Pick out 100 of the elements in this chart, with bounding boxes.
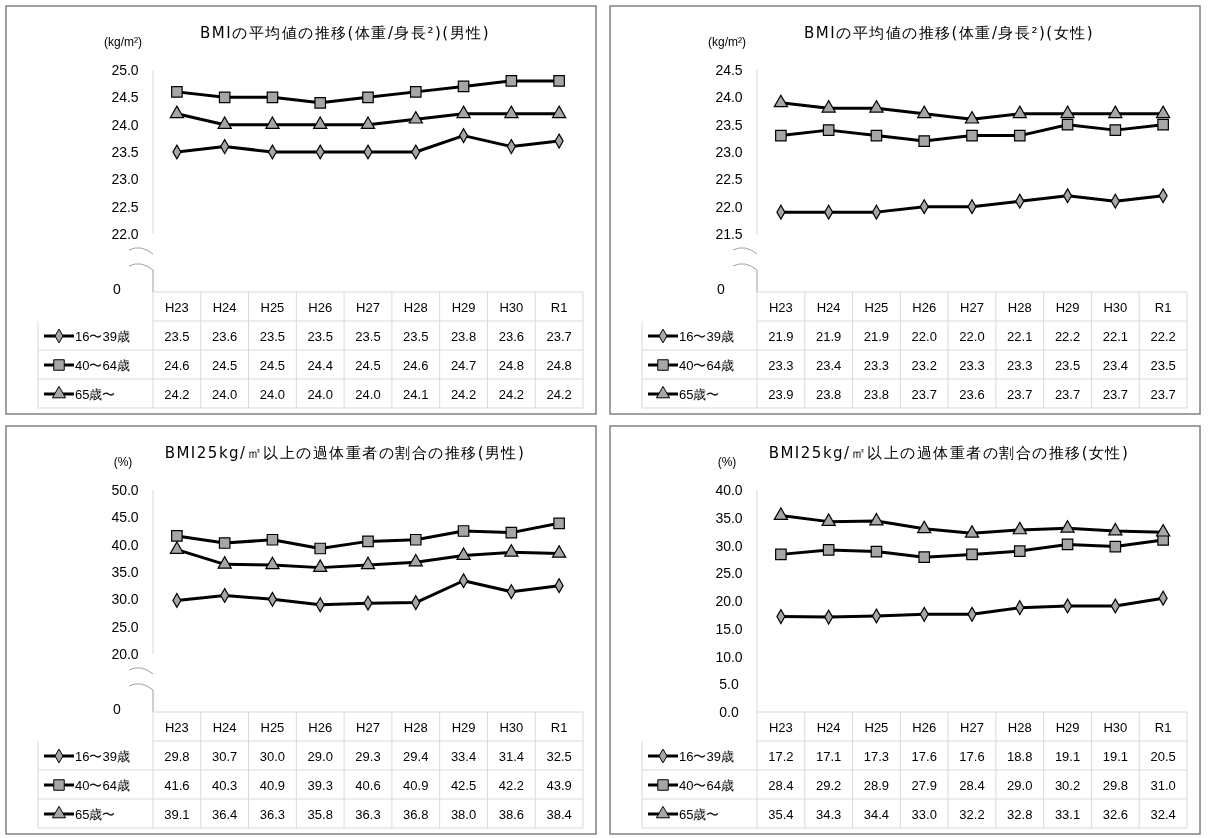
point [917, 520, 932, 534]
data-label: 29.3 [355, 749, 381, 764]
y-tick-label: 25.0 [715, 565, 743, 582]
x-tick-label: H27 [960, 720, 984, 735]
point [553, 517, 565, 530]
data-label: 23.3 [1007, 358, 1033, 373]
point [409, 533, 422, 546]
point [171, 86, 183, 98]
data-label: 30.7 [212, 749, 238, 764]
y-tick-label: 21.5 [715, 226, 743, 242]
point [869, 100, 884, 113]
legend-label: 40〜64歳 [679, 358, 734, 373]
point [918, 551, 931, 563]
legend-label: 40〜64歳 [75, 358, 130, 373]
x-tick-label: H23 [164, 300, 189, 315]
point [408, 111, 423, 124]
data-label: 23.6 [959, 387, 985, 402]
data-label: 23.3 [959, 358, 985, 373]
data-label: 23.5 [355, 329, 381, 344]
data-label: 23.5 [164, 329, 190, 344]
data-label: 42.2 [498, 778, 524, 793]
point [360, 116, 376, 130]
point [217, 556, 232, 569]
y-axis-title: (%) [113, 455, 133, 469]
point [870, 129, 883, 142]
data-label: 38.0 [450, 807, 477, 822]
point [266, 91, 279, 104]
y-tick-label: 22.5 [715, 171, 743, 188]
data-label: 22.2 [1150, 329, 1176, 344]
data-label: 24.0 [212, 387, 238, 402]
data-label: 24.0 [307, 387, 333, 402]
y-tick-label: 20.0 [715, 593, 743, 609]
y-tick-label: 0.0 [719, 704, 739, 720]
data-label: 21.9 [863, 329, 890, 344]
data-label: 36.3 [259, 807, 286, 822]
data-label: 29.8 [1102, 778, 1128, 793]
data-label: 22.0 [959, 329, 985, 344]
data-label: 17.6 [911, 749, 937, 764]
x-tick-label: H28 [1007, 300, 1032, 315]
data-label: 32.5 [546, 749, 572, 764]
y-tick-label: 22.0 [111, 226, 139, 242]
text: 0 [717, 281, 726, 297]
data-label: 24.0 [259, 387, 286, 402]
data-label: 23.4 [816, 358, 842, 373]
point [265, 556, 280, 570]
x-tick-label: H23 [164, 720, 189, 735]
y-tick-label: 22.0 [715, 198, 743, 215]
point [169, 105, 185, 119]
x-tick-label: H26 [912, 300, 937, 315]
y-tick-label: 23.0 [715, 144, 743, 160]
data-label: 24.5 [212, 358, 238, 373]
y-tick-label: 23.5 [715, 116, 743, 133]
point [1061, 118, 1074, 131]
data-label: 34.4 [863, 807, 890, 822]
point [1155, 105, 1171, 119]
data-label: 19.1 [1054, 749, 1081, 764]
point [966, 129, 978, 142]
data-label: 24.7 [450, 358, 477, 373]
point [314, 542, 327, 555]
point [551, 105, 567, 119]
point [169, 541, 185, 554]
y-tick-label: 30.0 [715, 537, 743, 554]
data-label: 23.8 [450, 329, 477, 344]
y-tick-label: 25.0 [111, 618, 139, 635]
data-label: 23.4 [1102, 358, 1128, 373]
y-tick-label: 45.0 [111, 509, 139, 526]
legend-label: 65歳〜 [679, 807, 720, 822]
x-tick-label: H30 [1103, 720, 1128, 735]
data-label: 38.4 [546, 807, 572, 822]
x-tick-label: H24 [212, 300, 237, 315]
x-tick-label: H27 [960, 300, 984, 315]
point [1155, 523, 1171, 537]
data-label: 24.8 [546, 358, 572, 373]
data-label: 33.4 [450, 749, 477, 764]
point [218, 91, 231, 104]
data-label: 24.2 [498, 387, 524, 402]
legend-label: 16〜39歳 [75, 749, 130, 764]
data-label: 31.4 [498, 749, 524, 764]
point [964, 111, 980, 124]
point [821, 100, 836, 113]
data-label: 38.6 [498, 807, 524, 822]
data-label: 17.3 [863, 749, 890, 764]
data-label: 23.8 [863, 387, 890, 402]
point [1157, 118, 1169, 131]
y-tick-label: 50.0 [111, 482, 139, 498]
point [773, 94, 789, 108]
y-axis-title: (%) [717, 455, 737, 469]
data-label: 24.6 [403, 358, 429, 373]
point [822, 124, 835, 136]
point [1061, 538, 1074, 551]
x-tick-label: H23 [768, 720, 793, 735]
data-label: 30.2 [1054, 778, 1081, 793]
point [553, 75, 565, 87]
point [266, 533, 279, 546]
data-label: 21.9 [768, 329, 794, 344]
data-label: 23.7 [1150, 387, 1176, 402]
data-label: 34.3 [816, 807, 842, 822]
y-tick-label: 23.0 [111, 171, 139, 188]
data-label: 35.4 [768, 807, 794, 822]
point [218, 537, 231, 549]
